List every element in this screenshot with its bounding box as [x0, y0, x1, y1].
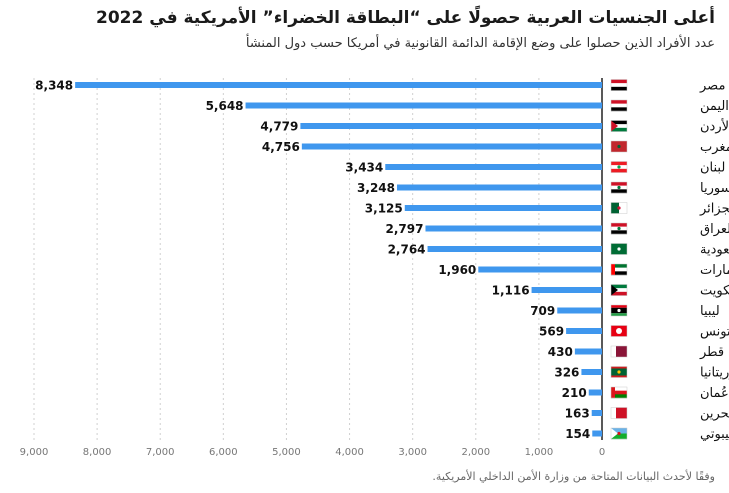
flag-qatar-icon — [610, 345, 628, 358]
bar — [566, 328, 602, 334]
value-label: 3,434 — [345, 161, 383, 175]
bar — [581, 369, 602, 375]
category-label: ليبيا — [700, 304, 720, 319]
x-tick-label: 4,000 — [335, 447, 364, 458]
flag-saudi-arabia-icon — [610, 243, 628, 255]
value-label: 2,764 — [388, 243, 426, 257]
flag-oman-icon — [610, 386, 628, 399]
flag-jordan-icon — [610, 120, 628, 132]
category-label: مصر — [699, 79, 725, 94]
bar — [591, 410, 602, 416]
value-label: 4,756 — [262, 140, 300, 154]
category-label: قطر — [699, 345, 724, 360]
bar — [531, 287, 602, 293]
category-label: العراق — [700, 222, 729, 237]
flag-bahrain-icon — [610, 407, 628, 419]
category-label: عُمان — [700, 385, 729, 401]
bar — [385, 164, 602, 170]
value-label: 163 — [565, 407, 590, 421]
flag-libya-icon — [610, 304, 628, 317]
x-tick-label: 1,000 — [525, 447, 554, 458]
bar — [397, 184, 602, 191]
value-label: 210 — [562, 386, 587, 400]
category-label: اليمن — [700, 99, 729, 114]
x-tick-label: 5,000 — [272, 447, 301, 458]
flag-kuwait-icon — [610, 284, 628, 296]
flag-algeria-icon — [610, 202, 628, 214]
x-tick-label: 0 — [599, 447, 605, 458]
bar — [425, 225, 602, 232]
category-label: المغرب — [700, 140, 729, 155]
category-label: الجزائر — [699, 202, 729, 217]
flag-uae-icon — [610, 263, 628, 276]
bar — [300, 123, 602, 129]
category-label: سوريا — [700, 181, 729, 196]
value-label: 2,797 — [386, 222, 424, 236]
category-label: الإمارات — [700, 263, 729, 278]
value-label: 430 — [548, 345, 573, 359]
value-label: 3,125 — [365, 202, 403, 216]
source-note: وفقًا لأحدث البيانات المتاحة من وزارة ال… — [432, 470, 715, 483]
bar — [404, 205, 602, 211]
bar — [427, 246, 602, 252]
x-tick-label: 6,000 — [209, 447, 238, 458]
value-label: 326 — [554, 366, 579, 380]
category-label: جيبوتي — [700, 427, 729, 442]
x-tick-label: 9,000 — [20, 447, 49, 458]
x-tick-label: 3,000 — [398, 447, 427, 458]
x-tick-label: 7,000 — [146, 447, 175, 458]
category-label: لبنان — [700, 161, 725, 176]
chart-title: أعلى الجنسيات العربية حصولًا على “البطاق… — [96, 8, 715, 28]
flag-mauritania-icon — [610, 366, 628, 378]
value-label: 709 — [530, 304, 555, 318]
value-label: 4,779 — [260, 120, 298, 134]
bar — [574, 348, 602, 355]
value-label: 1,960 — [438, 263, 476, 277]
category-label: تونس — [700, 325, 729, 340]
bar — [245, 102, 602, 109]
value-label: 3,248 — [357, 181, 395, 195]
value-label: 569 — [539, 325, 564, 339]
category-label: السعودية — [700, 243, 729, 258]
flag-tunisia-icon — [610, 325, 628, 337]
x-tick-label: 8,000 — [83, 447, 112, 458]
flag-djibouti-icon — [610, 427, 628, 440]
category-label: الأردن — [700, 118, 729, 135]
bar — [301, 143, 602, 150]
category-label: الكويت — [700, 284, 729, 299]
category-label: البحرين — [700, 407, 729, 422]
bar — [557, 307, 602, 314]
flag-syria-icon — [610, 181, 628, 194]
bar — [592, 430, 602, 437]
bar — [588, 389, 602, 396]
bar — [75, 82, 603, 88]
category-label: موريتانيا — [700, 366, 729, 381]
chart-subtitle: عدد الأفراد الذين حصلوا على وضع الإقامة … — [245, 36, 715, 51]
bar — [478, 266, 602, 273]
flag-iraq-icon — [610, 222, 628, 235]
flag-yemen-icon — [610, 99, 628, 112]
value-label: 1,116 — [492, 284, 530, 298]
value-label: 5,648 — [206, 99, 244, 113]
value-label: 8,348 — [35, 79, 73, 93]
flag-lebanon-icon — [610, 161, 628, 173]
flag-egypt-icon — [610, 79, 628, 91]
flag-morocco-icon — [610, 140, 628, 153]
value-label: 154 — [565, 427, 590, 441]
x-tick-label: 2,000 — [461, 447, 490, 458]
